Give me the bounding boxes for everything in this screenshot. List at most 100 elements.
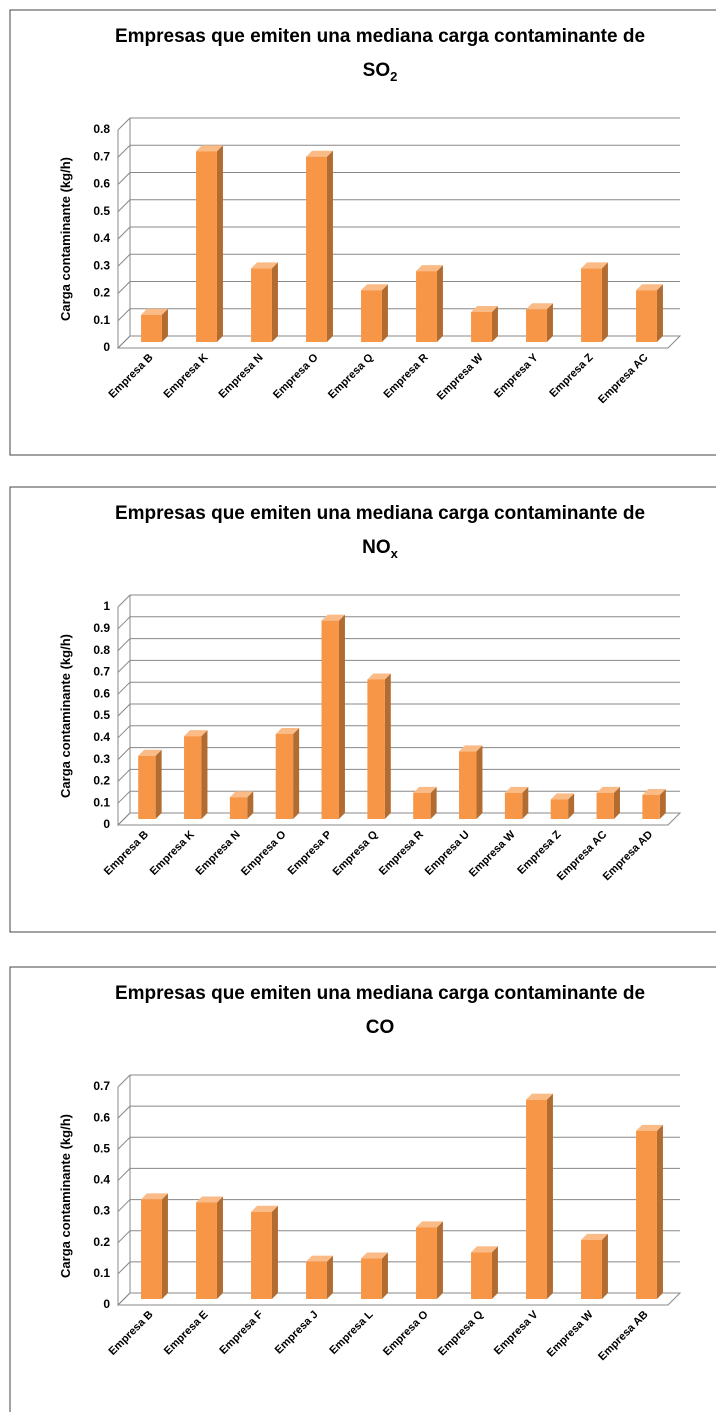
bar-group	[504, 786, 529, 819]
bar-side	[381, 1252, 388, 1299]
x-tick-label: Empresa W	[435, 351, 486, 402]
chart-title: Empresas que emiten una mediana carga co…	[115, 503, 645, 524]
formula-subscript: 2	[390, 69, 397, 84]
grid-line	[117, 1074, 680, 1088]
formula-base: NO	[362, 537, 391, 558]
bar-top	[141, 1193, 168, 1200]
x-tick-label: Empresa O	[239, 828, 289, 878]
bar-top	[550, 793, 575, 800]
bar-top	[306, 150, 333, 157]
bar-group	[636, 1124, 663, 1299]
grid-line	[117, 659, 680, 673]
bar-top	[581, 262, 608, 269]
y-tick-label: 0.4	[93, 231, 110, 245]
bar-group	[138, 749, 162, 819]
y-tick-label: 0.1	[93, 795, 110, 809]
y-axis-label: Carga contaminante (kg/h)	[58, 634, 73, 798]
x-tick-label: Empresa W	[467, 828, 518, 879]
bar	[229, 797, 248, 819]
y-tick-label: 0.2	[93, 1235, 110, 1249]
bar-side	[436, 265, 443, 342]
bar-top	[413, 786, 437, 793]
bar-group	[184, 730, 208, 819]
bar	[361, 290, 382, 342]
bar-top	[526, 303, 553, 310]
grid-line	[117, 703, 680, 717]
chart-title-formula: SO2	[363, 60, 398, 84]
bar	[416, 271, 437, 342]
y-tick-label: 0.8	[93, 643, 110, 657]
x-tick-label: Empresa O	[271, 351, 321, 401]
bar	[141, 314, 162, 342]
bar	[471, 312, 492, 342]
bar-group	[581, 262, 608, 342]
x-tick-label: Empresa R	[381, 352, 430, 401]
bar-side	[161, 1193, 168, 1299]
bar-top	[471, 1246, 498, 1253]
bar-side	[568, 793, 575, 819]
bar-top	[251, 1205, 278, 1212]
grid-line	[117, 681, 680, 695]
y-tick-label: 0.5	[93, 1141, 110, 1155]
y-tick-label: 0.5	[93, 204, 110, 218]
bar-group	[306, 1255, 333, 1299]
chart-border	[9, 486, 716, 933]
bar-side	[656, 284, 663, 342]
formula-base: CO	[366, 1017, 395, 1038]
x-tick-label: Empresa N	[194, 829, 243, 878]
bar-group	[526, 1093, 553, 1299]
bar-group	[306, 150, 333, 342]
bar	[642, 795, 660, 819]
x-tick-label: Empresa F	[217, 1308, 265, 1356]
bar-side	[601, 1233, 608, 1299]
bar-top	[416, 1221, 443, 1228]
bar-group	[361, 284, 388, 342]
bar-side	[216, 145, 223, 342]
bar-top	[196, 1196, 223, 1203]
y-tick-label: 0.7	[93, 665, 110, 679]
grid-line	[117, 1230, 680, 1244]
bar	[361, 1258, 382, 1299]
bar	[504, 792, 523, 819]
bar-side	[546, 303, 553, 342]
x-tick-label: Empresa B	[106, 352, 155, 401]
bar-group	[416, 265, 443, 342]
bar	[636, 1130, 657, 1299]
bar-group	[141, 1193, 168, 1299]
grid-line	[117, 1199, 680, 1212]
y-tick-label: 1	[103, 599, 110, 613]
bar-top	[361, 284, 388, 291]
bar-top	[251, 262, 278, 269]
bar-group	[275, 727, 300, 819]
bar-group	[141, 308, 168, 342]
bar	[251, 268, 272, 342]
bar-group	[596, 786, 620, 819]
bar-side	[326, 1255, 333, 1299]
y-tick-label: 0.6	[93, 177, 110, 191]
bar-side	[613, 786, 620, 819]
bar-top	[184, 730, 208, 737]
grid-line	[117, 172, 680, 185]
bar-group	[367, 673, 391, 819]
bar-top	[459, 745, 483, 752]
bar-top	[596, 786, 620, 793]
bar-side	[293, 727, 300, 819]
y-tick-label: 0.6	[93, 686, 110, 700]
grid-line	[117, 790, 680, 804]
bar-side	[155, 749, 162, 819]
grid-line	[117, 768, 680, 782]
bar-side	[659, 789, 666, 819]
bar-top	[361, 1252, 388, 1259]
bar	[321, 620, 339, 819]
bar	[581, 268, 602, 342]
bar-side	[491, 1246, 498, 1299]
bar-side	[216, 1196, 223, 1299]
grid-line	[117, 594, 680, 608]
x-tick-label: Empresa K	[148, 829, 197, 878]
bar-group	[361, 1252, 388, 1299]
bar-top	[504, 786, 529, 793]
bar-top	[642, 789, 666, 796]
bar	[275, 733, 294, 819]
y-tick-label: 0.1	[93, 1266, 110, 1280]
chart: Empresas que emiten una mediana carga co…	[9, 966, 716, 1412]
